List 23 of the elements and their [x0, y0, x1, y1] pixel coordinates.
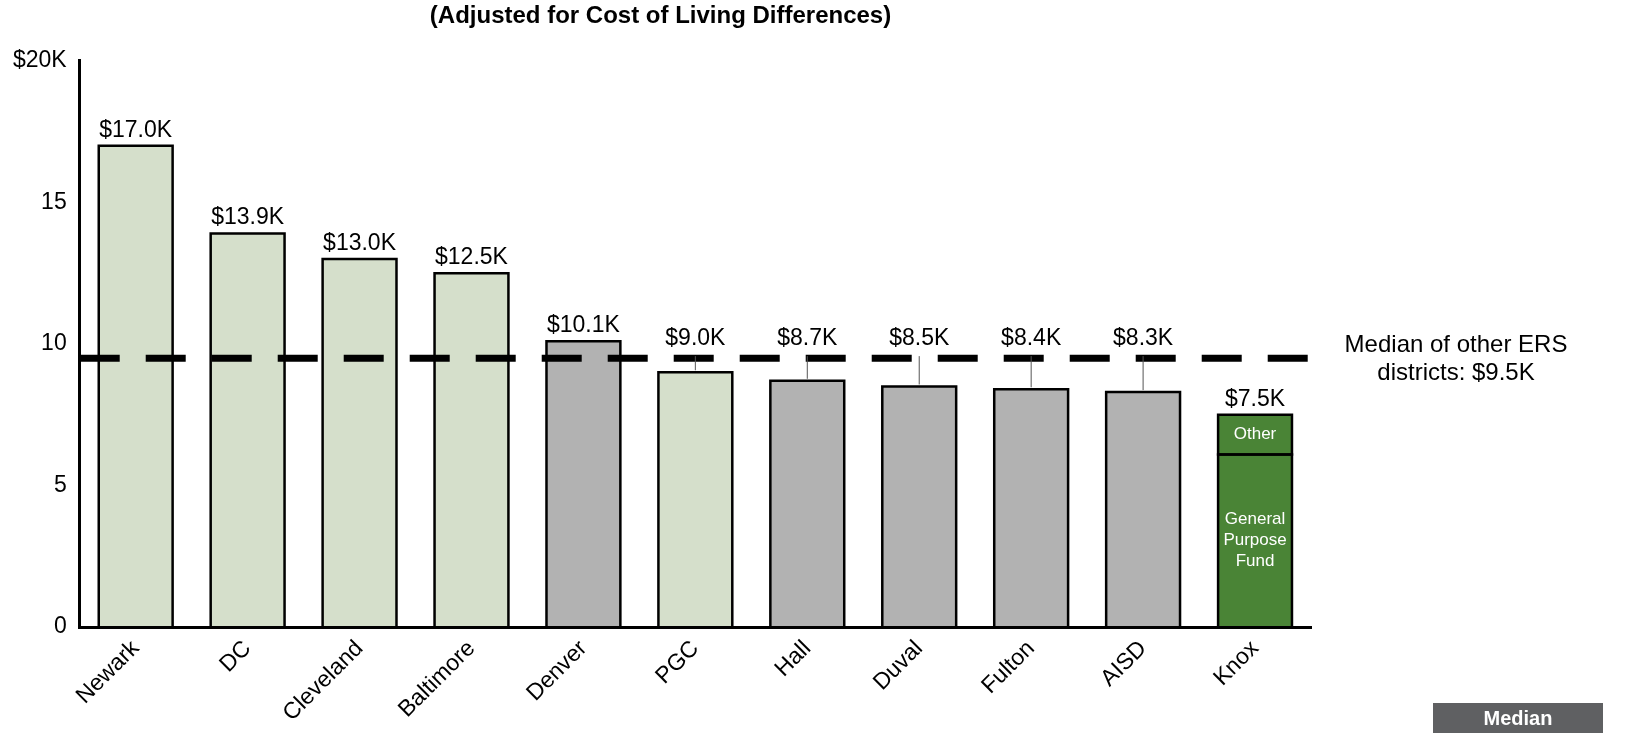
ref-line-label: Median of other ERS districts: $9.5K — [1344, 329, 1568, 385]
y-tick-label: $20K — [13, 46, 68, 73]
total-label: $8.5K — [889, 323, 950, 350]
y-tick-label: 15 — [41, 187, 67, 214]
total-label: $10.1K — [546, 310, 621, 337]
series-label: Other — [1233, 424, 1277, 444]
total-label: $13.9K — [211, 203, 285, 230]
x-tick-label: Hall — [768, 634, 816, 681]
x-tick-label: DC — [213, 634, 256, 677]
total-label: $8.4K — [1001, 323, 1062, 350]
total-label: $17.0K — [99, 115, 173, 142]
text: Median — [1433, 703, 1603, 733]
total-label: $13.0K — [323, 228, 397, 255]
series-label: General Purpose Fund — [1223, 509, 1287, 571]
y-tick-label: 0 — [53, 612, 67, 639]
chart-title: (Adjusted for Cost of Living Differences) — [429, 1, 892, 29]
total-label: $12.5K — [435, 243, 509, 270]
total-label: $8.3K — [1113, 323, 1174, 350]
y-tick-label: 5 — [53, 470, 67, 497]
total-label: $9.0K — [665, 323, 727, 350]
total-label: $7.5K — [1224, 384, 1286, 411]
total-label: $8.7K — [777, 323, 838, 350]
y-tick-label: 10 — [41, 329, 67, 356]
